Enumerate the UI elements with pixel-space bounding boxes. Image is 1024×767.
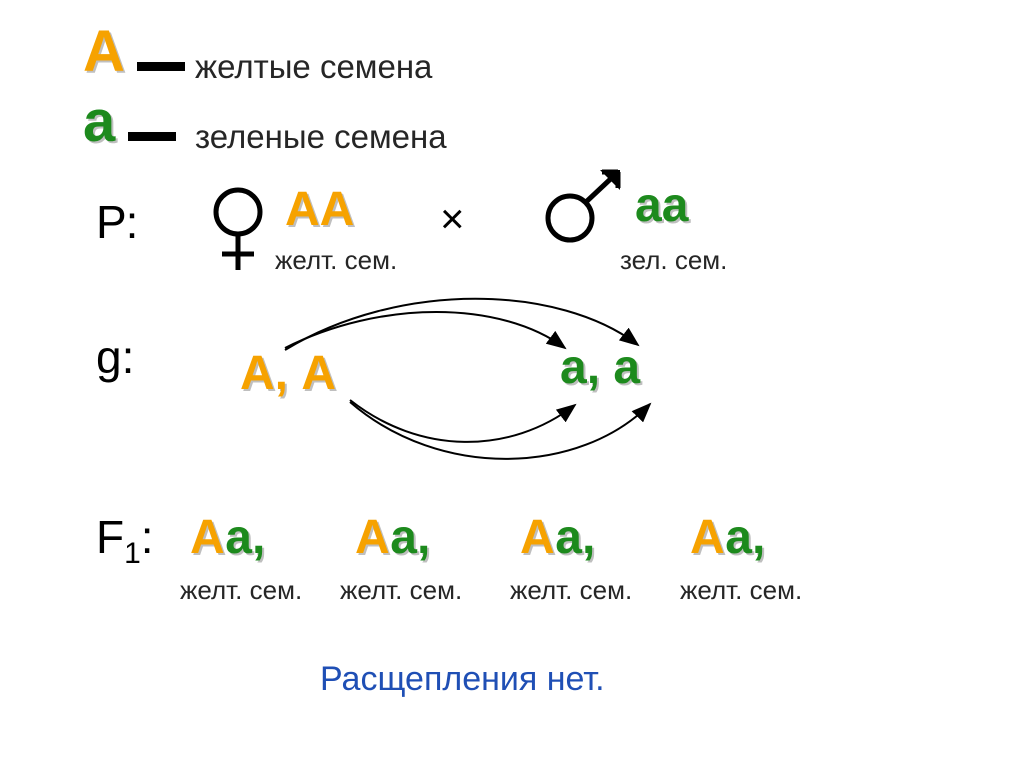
f1-0-A: А — [190, 511, 225, 564]
parent-male-pheno: зел. сем. — [620, 245, 727, 276]
gametes-left: А, А — [240, 346, 336, 401]
cross-symbol: × — [440, 195, 465, 243]
parent-male-genotype: аа — [635, 178, 688, 233]
parent-female-pheno: желт. сем. — [275, 245, 397, 276]
f1-1-a: а, — [390, 511, 430, 564]
f1-geno-1: Аа, — [355, 510, 430, 565]
row-label-f1: F1: — [96, 510, 154, 571]
f1-0-a: а, — [225, 511, 265, 564]
f1-geno-3: Аа, — [690, 510, 765, 565]
f1-geno-0: Аа, — [190, 510, 265, 565]
f1-3-A: А — [690, 511, 725, 564]
footer-text: Расщепления нет. — [320, 660, 605, 699]
legend-dominant: А — [83, 18, 185, 85]
f1-pheno-3: желт. сем. — [680, 575, 802, 606]
row-label-g: g: — [96, 330, 134, 384]
dash-icon — [137, 62, 185, 71]
recessive-desc: зеленые семена — [195, 118, 447, 156]
male-symbol-icon — [548, 170, 620, 240]
f1-1-A: А — [355, 511, 390, 564]
gamete-left-comma: , — [275, 347, 302, 400]
dash-icon — [128, 132, 176, 141]
f1-3-a: а, — [725, 511, 765, 564]
gamete-left-a2: А — [301, 347, 336, 400]
parent-female-genotype: АА — [285, 182, 354, 237]
f1-pheno-2: желт. сем. — [510, 575, 632, 606]
f1-2-a: а, — [555, 511, 595, 564]
gamete-right-comma: , — [587, 341, 614, 394]
gametes-right: а, а — [560, 340, 640, 395]
gamete-right-a1: а — [560, 341, 587, 394]
f1-colon: : — [141, 511, 154, 563]
slide: А желтые семена а зеленые семена Р: АА ж… — [0, 0, 1024, 767]
f1-sub: 1 — [124, 537, 141, 570]
gamete-right-a2: а — [613, 341, 640, 394]
f1-geno-2: Аа, — [520, 510, 595, 565]
female-symbol-icon — [216, 190, 260, 270]
row-label-p: Р: — [96, 195, 138, 249]
f1-pheno-0: желт. сем. — [180, 575, 302, 606]
f1-2-A: А — [520, 511, 555, 564]
dominant-symbol: А — [83, 19, 125, 84]
dominant-desc: желтые семена — [195, 48, 432, 86]
legend-recessive: а — [83, 88, 176, 155]
f1-letter: F — [96, 511, 124, 563]
gamete-left-a1: А — [240, 347, 275, 400]
recessive-symbol: а — [83, 89, 115, 154]
f1-pheno-1: желт. сем. — [340, 575, 462, 606]
